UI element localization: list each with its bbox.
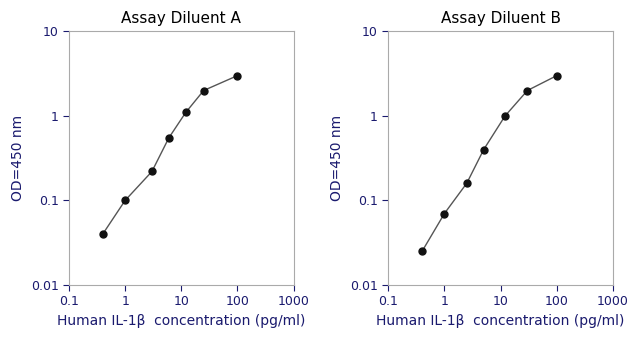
- Title: Assay Diluent B: Assay Diluent B: [440, 11, 561, 26]
- X-axis label: Human IL-1β  concentration (pg/ml): Human IL-1β concentration (pg/ml): [57, 314, 305, 328]
- Title: Assay Diluent A: Assay Diluent A: [122, 11, 241, 26]
- X-axis label: Human IL-1β  concentration (pg/ml): Human IL-1β concentration (pg/ml): [376, 314, 625, 328]
- Y-axis label: OD=450 nm: OD=450 nm: [330, 115, 344, 201]
- Y-axis label: OD=450 nm: OD=450 nm: [11, 115, 25, 201]
